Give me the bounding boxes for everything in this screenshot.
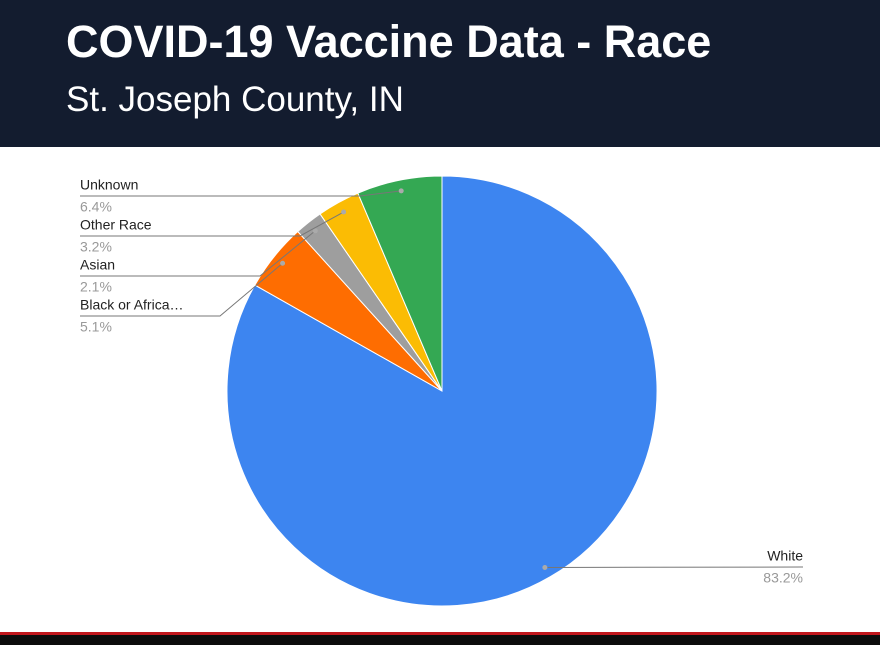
pie-slice xyxy=(226,175,658,607)
data-label: 3.2% xyxy=(80,239,112,255)
legend-label: Other Race xyxy=(80,217,152,233)
chart-title: COVID-19 Vaccine Data - Race xyxy=(66,16,712,67)
footer-stripe xyxy=(0,632,880,635)
legend-label: Black or Africa… xyxy=(80,297,183,313)
legend-label: White xyxy=(767,548,803,564)
data-label: 2.1% xyxy=(80,279,112,295)
data-label: 83.2% xyxy=(763,570,803,586)
leader-dot xyxy=(341,209,347,215)
header: COVID-19 Vaccine Data - Race St. Joseph … xyxy=(0,0,880,147)
leader-line xyxy=(80,230,316,277)
pie-slice xyxy=(357,175,443,392)
data-label: 5.1% xyxy=(80,319,112,335)
chart: White 83.2% Black or Africa… 5.1% Asian 2.1% O… xyxy=(80,175,803,607)
leader-dot xyxy=(398,188,404,194)
leader-line xyxy=(80,190,402,197)
legend-label: Asian xyxy=(80,257,115,273)
leader-line xyxy=(80,262,283,317)
leader-dot xyxy=(312,228,318,234)
data-label: 6.4% xyxy=(80,199,112,215)
legend-label: Unknown xyxy=(80,177,138,193)
leader-line xyxy=(80,211,344,237)
chart-subtitle: St. Joseph County, IN xyxy=(66,80,404,119)
leader-dot xyxy=(280,260,286,266)
footer xyxy=(0,635,880,645)
leader-dot xyxy=(542,564,548,570)
